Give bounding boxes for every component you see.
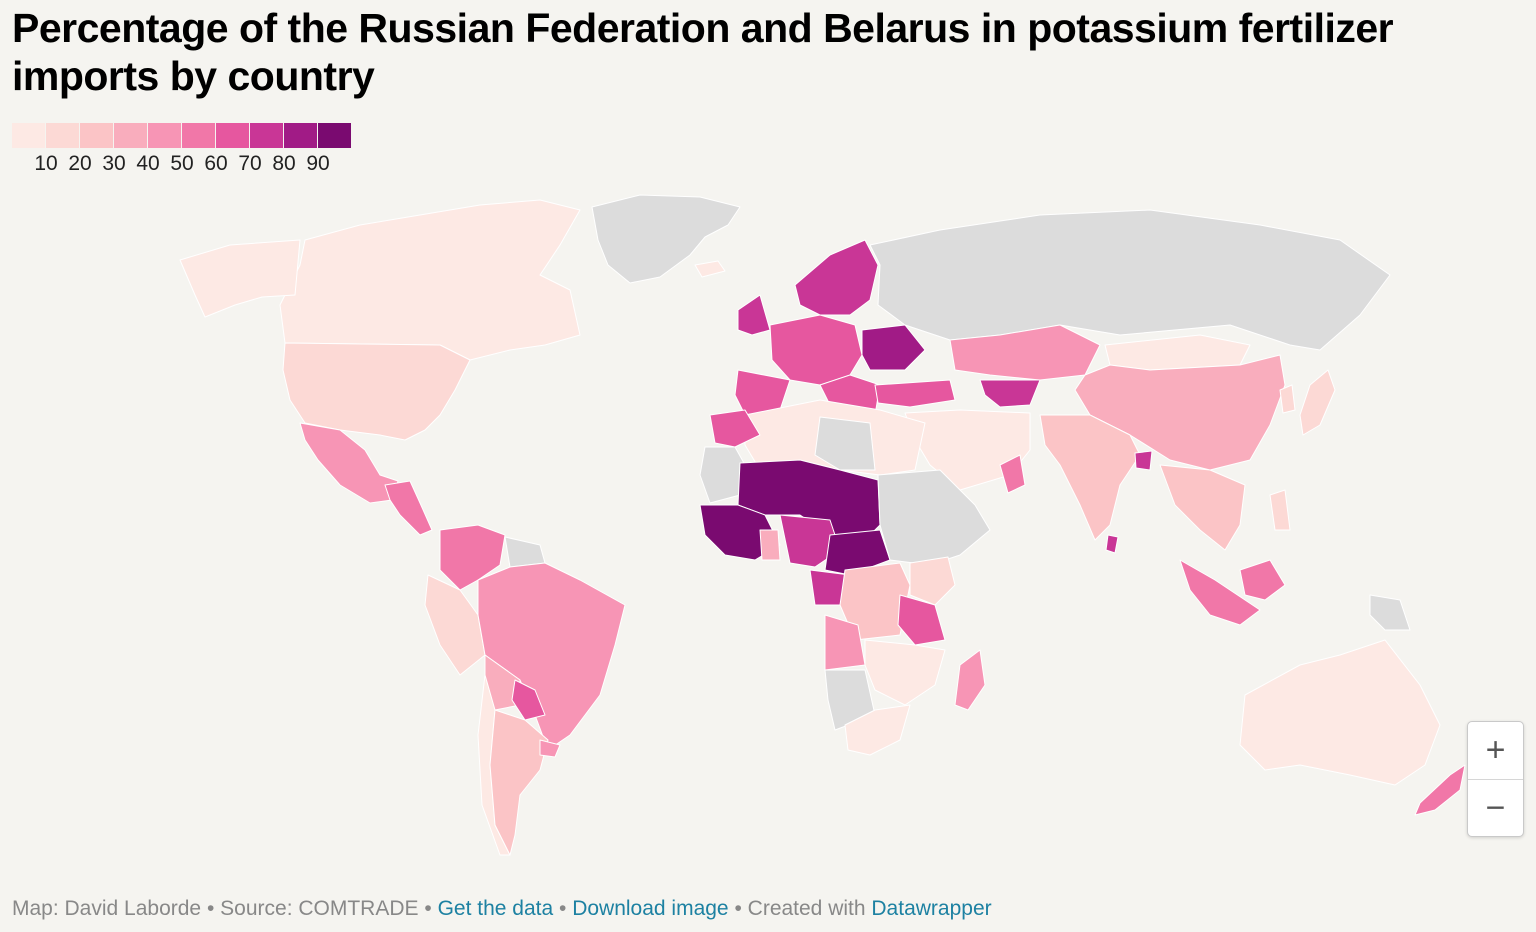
country-colombia-venezuela[interactable] xyxy=(439,524,506,591)
country-borneo[interactable] xyxy=(1239,559,1286,601)
country-madagascar[interactable] xyxy=(954,649,986,711)
country-ukraine[interactable] xyxy=(861,324,926,371)
country-turkmenistan[interactable] xyxy=(979,379,1041,408)
legend-label: 80 xyxy=(272,152,296,175)
legend-label: 70 xyxy=(238,152,262,175)
legend-swatch xyxy=(148,123,181,148)
legend-labels: 10 20 30 40 50 60 70 80 90 xyxy=(12,152,372,178)
legend-swatch xyxy=(216,123,249,148)
created-with-text: Created with xyxy=(747,897,872,920)
country-kenya[interactable] xyxy=(909,556,956,606)
country-libya[interactable] xyxy=(814,416,876,471)
country-uruguay[interactable] xyxy=(539,739,561,758)
legend-label: 20 xyxy=(68,152,92,175)
zoom-out-button[interactable]: − xyxy=(1468,779,1523,837)
country-central-america[interactable] xyxy=(384,480,433,536)
country-india[interactable] xyxy=(1039,414,1141,541)
legend-swatch xyxy=(80,123,113,148)
country-korea[interactable] xyxy=(1279,384,1296,414)
legend-label: 50 xyxy=(170,152,194,175)
get-data-link[interactable]: Get the data xyxy=(437,897,554,920)
country-scandinavia[interactable] xyxy=(794,239,879,316)
country-alaska[interactable] xyxy=(179,239,301,318)
country-uk[interactable] xyxy=(737,294,771,336)
country-tanzania[interactable] xyxy=(897,594,946,646)
footer: Map: David Laborde • Source: COMTRADE • … xyxy=(12,897,992,921)
country-sri-lanka[interactable] xyxy=(1105,534,1119,554)
legend-label: 90 xyxy=(306,152,330,175)
country-guianas[interactable] xyxy=(504,536,546,568)
country-morocco[interactable] xyxy=(709,409,761,448)
map-title: Percentage of the Russian Federation and… xyxy=(12,5,1394,99)
legend-swatch xyxy=(46,123,79,148)
country-philippines[interactable] xyxy=(1269,489,1291,531)
legend-label: 30 xyxy=(102,152,126,175)
country-russia[interactable] xyxy=(869,209,1391,351)
legend-label: 60 xyxy=(204,152,228,175)
download-image-link[interactable]: Download image xyxy=(572,897,729,920)
country-bangladesh[interactable] xyxy=(1134,450,1153,471)
color-legend: 10 20 30 40 50 60 70 80 90 xyxy=(12,123,372,178)
country-drc[interactable] xyxy=(839,562,911,641)
country-new-zealand[interactable] xyxy=(1414,764,1466,816)
separator: • xyxy=(728,897,748,920)
country-western-europe[interactable] xyxy=(769,314,863,386)
country-peru[interactable] xyxy=(424,574,486,676)
separator: • xyxy=(201,897,221,920)
legend-swatch xyxy=(114,123,147,148)
world-map[interactable] xyxy=(0,185,1536,875)
country-usa[interactable] xyxy=(282,342,471,441)
country-paraguay[interactable] xyxy=(511,679,546,721)
legend-swatch xyxy=(182,123,215,148)
country-se-asia[interactable] xyxy=(1159,464,1246,551)
country-japan[interactable] xyxy=(1299,369,1336,436)
legend-label: 10 xyxy=(34,152,58,175)
datawrapper-link[interactable]: Datawrapper xyxy=(871,897,992,920)
country-indonesia[interactable] xyxy=(1179,559,1261,626)
country-oman[interactable] xyxy=(999,454,1026,494)
legend-swatches xyxy=(12,123,372,148)
country-canada[interactable] xyxy=(279,199,581,361)
country-south-africa[interactable] xyxy=(844,704,911,756)
country-sudan[interactable] xyxy=(877,469,991,566)
country-mongolia[interactable] xyxy=(1104,334,1251,371)
legend-swatch xyxy=(12,123,45,148)
zoom-controls: + − xyxy=(1467,721,1524,837)
country-ghana[interactable] xyxy=(759,529,781,561)
source-text: Source: COMTRADE xyxy=(220,897,419,920)
country-australia[interactable] xyxy=(1239,639,1441,786)
separator: • xyxy=(418,897,438,920)
legend-label: 40 xyxy=(136,152,160,175)
country-turkey[interactable] xyxy=(874,379,956,408)
zoom-in-button[interactable]: + xyxy=(1485,731,1506,769)
country-argentina[interactable] xyxy=(489,709,549,856)
legend-swatch xyxy=(284,123,317,148)
country-iceland[interactable] xyxy=(694,260,726,278)
country-southeast-africa[interactable] xyxy=(864,639,946,706)
country-greenland[interactable] xyxy=(591,194,741,284)
credit-text: Map: David Laborde xyxy=(12,897,202,920)
legend-swatch xyxy=(250,123,283,148)
country-papua[interactable] xyxy=(1369,594,1411,631)
separator: • xyxy=(553,897,573,920)
legend-swatch xyxy=(318,123,351,148)
